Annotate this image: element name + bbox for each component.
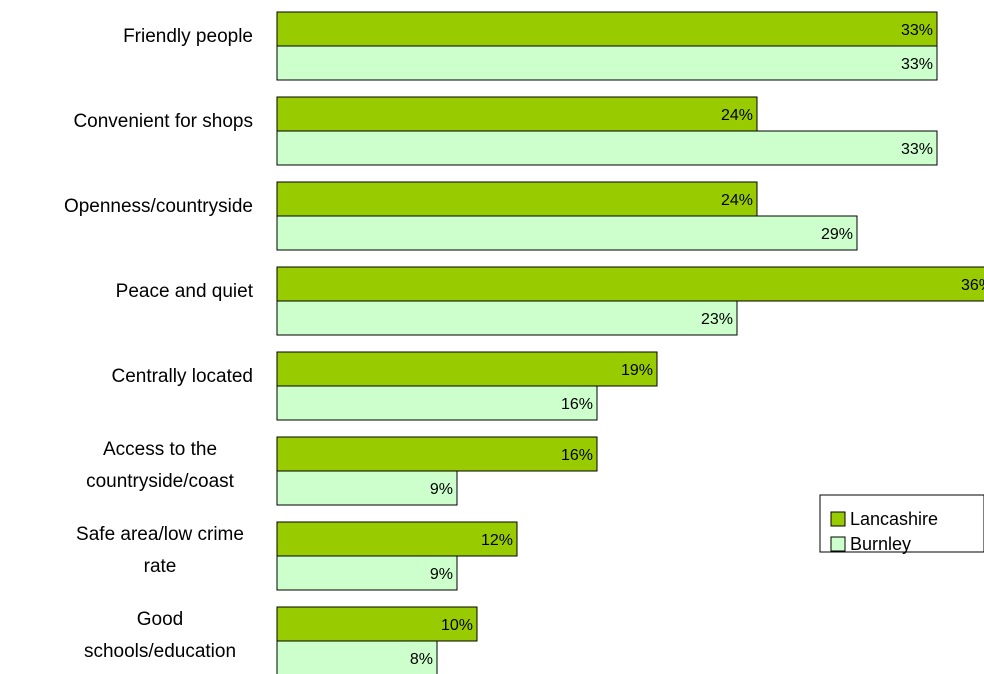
category-label: countryside/coast	[86, 471, 235, 492]
bar-burnley	[276, 385, 598, 421]
category-label: Centrally located	[111, 366, 253, 387]
legend-label-lancashire: Lancashire	[850, 509, 938, 529]
category-label: schools/education	[84, 641, 236, 662]
legend-swatch-lancashire	[830, 511, 846, 527]
category-label: Safe area/low crime	[76, 524, 244, 545]
bar-lancashire	[276, 436, 598, 472]
bar-lancashire	[276, 521, 518, 557]
data-label-burnley: 33%	[901, 56, 933, 73]
data-label-lancashire: 16%	[561, 447, 593, 464]
data-label-lancashire: 24%	[721, 192, 753, 209]
bar-lancashire	[276, 606, 478, 642]
bar-burnley	[276, 555, 458, 591]
bar-lancashire	[276, 266, 984, 302]
data-label-burnley: 33%	[901, 141, 933, 158]
chart-bars: 33% 33% 24% 33% 24% 29% 36% 23% 19% 16% 16% 9% 12% 9%…	[276, 11, 984, 674]
category-label: Friendly people	[123, 26, 253, 47]
data-label-lancashire: 19%	[621, 362, 653, 379]
data-label-burnley: 9%	[430, 481, 453, 498]
bar-lancashire	[276, 181, 758, 217]
data-label-lancashire: 24%	[721, 107, 753, 124]
data-label-burnley: 8%	[410, 651, 433, 668]
data-label-burnley: 16%	[561, 396, 593, 413]
data-label-burnley: 9%	[430, 566, 453, 583]
bar-lancashire	[276, 351, 658, 387]
category-label: rate	[144, 556, 177, 577]
category-label: Good	[137, 609, 183, 630]
data-label-lancashire: 12%	[481, 532, 513, 549]
bar-lancashire	[276, 96, 758, 132]
data-label-burnley: 29%	[821, 226, 853, 243]
category-labels: Friendly people Convenient for shops Openn…	[64, 26, 254, 662]
bar-burnley	[276, 470, 458, 506]
legend-label-burnley: Burnley	[850, 534, 911, 554]
bar-burnley	[276, 640, 438, 674]
bar-burnley	[276, 130, 938, 166]
category-label: Openness/countryside	[64, 196, 253, 217]
chart-legend: Lancashire Burnley	[819, 494, 984, 554]
category-label: Convenient for shops	[73, 111, 253, 132]
data-label-lancashire: 10%	[441, 617, 473, 634]
data-label-burnley: 23%	[701, 311, 733, 328]
category-label: Access to the	[103, 439, 217, 460]
data-label-lancashire: 36%	[961, 277, 984, 294]
bar-burnley	[276, 300, 738, 336]
legend-frame	[819, 494, 984, 553]
category-label: Peace and quiet	[116, 281, 254, 302]
data-label-lancashire: 33%	[901, 22, 933, 39]
bar-burnley	[276, 45, 938, 81]
bar-burnley	[276, 215, 858, 251]
legend-swatch-burnley	[830, 536, 846, 552]
bar-lancashire	[276, 11, 938, 47]
